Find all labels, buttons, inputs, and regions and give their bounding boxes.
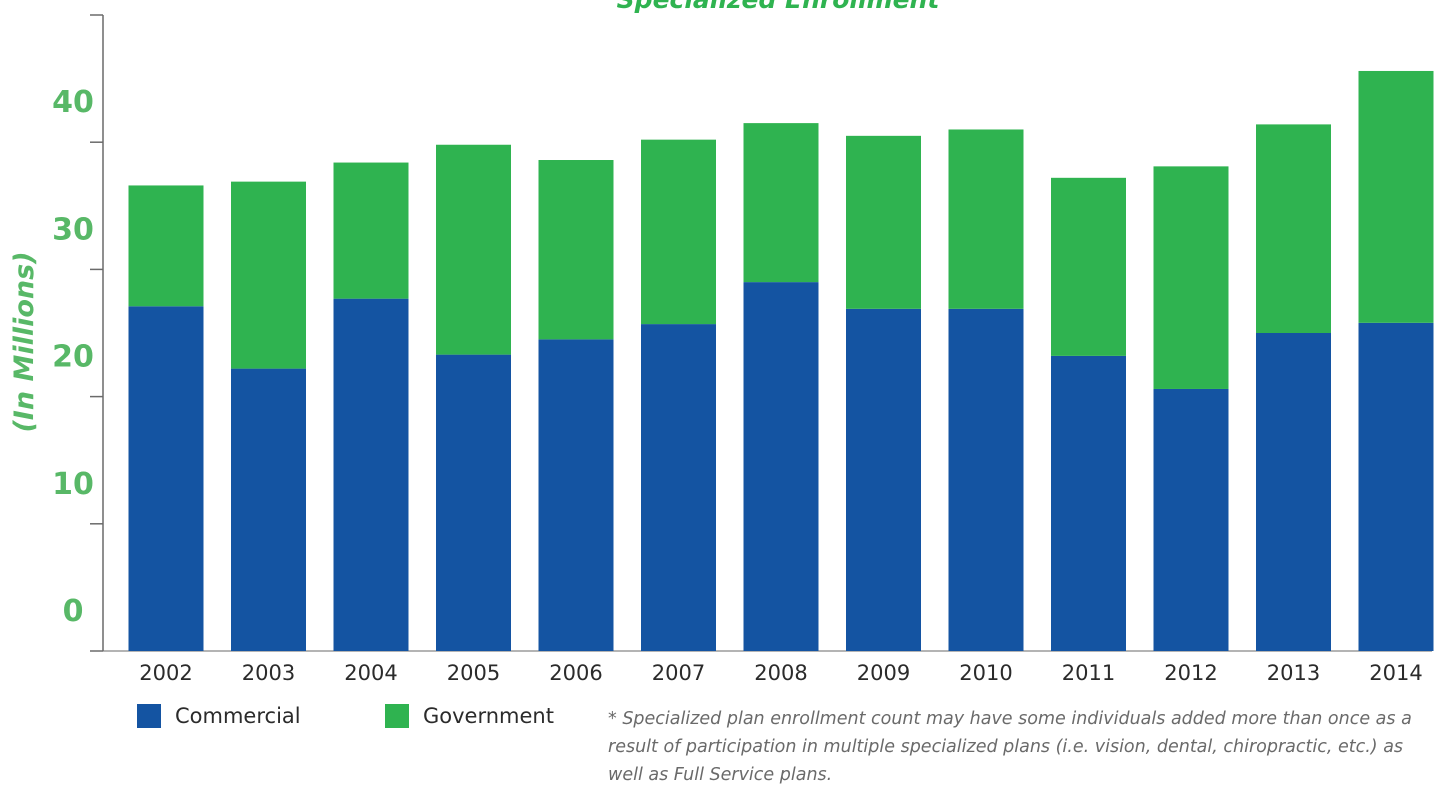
- legend-item-government: Government: [385, 704, 554, 728]
- bar-commercial-2012: [1153, 388, 1229, 651]
- bar-commercial-2005: [436, 354, 511, 651]
- x-tick-label: 2012: [1164, 661, 1217, 685]
- bar-government-2007: [641, 139, 716, 325]
- x-tick-label: 2002: [139, 661, 192, 685]
- x-tick-label: 2007: [652, 661, 705, 685]
- bar-commercial-2002: [128, 306, 204, 651]
- footnote: * Specialized plan enrollment count may …: [608, 709, 1412, 785]
- bar-government-2006: [538, 160, 614, 340]
- y-tick-label: 0: [63, 594, 84, 629]
- bar-commercial-2007: [641, 324, 716, 651]
- x-tick-label: 2009: [857, 661, 910, 685]
- bar-government-2009: [846, 135, 921, 309]
- x-tick-label: 2011: [1062, 661, 1115, 685]
- y-tick-label: 40: [52, 85, 94, 120]
- bar-commercial-2004: [333, 298, 409, 651]
- x-tick-label: 2005: [447, 661, 500, 685]
- bar-commercial-2010: [948, 308, 1024, 651]
- y-tick-label: 30: [52, 212, 94, 247]
- x-tick-label: 2006: [549, 661, 602, 685]
- y-tick-label: 10: [52, 467, 94, 502]
- bar-government-2010: [948, 129, 1024, 309]
- y-tick-label: 20: [52, 340, 94, 375]
- x-tick-label: 2013: [1267, 661, 1320, 685]
- legend-label-government: Government: [423, 704, 554, 728]
- y-axis-title: (In Millions): [9, 251, 40, 432]
- bar-government-2014: [1358, 70, 1434, 323]
- legend-swatch-commercial: [137, 704, 161, 728]
- x-tick-label: 2008: [754, 661, 807, 685]
- bar-government-2005: [436, 144, 511, 355]
- x-tick-label: 2010: [959, 661, 1012, 685]
- bar-government-2008: [743, 123, 819, 283]
- x-tick-label: 2014: [1369, 661, 1422, 685]
- bar-commercial-2006: [538, 339, 614, 651]
- bar-commercial-2009: [846, 308, 921, 651]
- chart-title: Specialized Enrollment: [617, 0, 941, 14]
- stacked-bar-chart: Specialized Enrollment 01020304050 20022…: [9, 0, 1434, 685]
- bar-commercial-2011: [1051, 355, 1126, 651]
- legend-item-commercial: Commercial: [137, 704, 301, 728]
- x-tick-label: 2003: [242, 661, 295, 685]
- legend-swatch-government: [385, 704, 409, 728]
- bar-commercial-2014: [1358, 322, 1434, 651]
- legend-label-commercial: Commercial: [175, 704, 301, 728]
- bar-commercial-2003: [231, 368, 306, 651]
- bar-commercial-2013: [1256, 333, 1331, 651]
- bar-government-2011: [1051, 177, 1126, 356]
- bar-government-2002: [128, 185, 204, 307]
- bar-government-2012: [1153, 166, 1229, 389]
- bar-government-2004: [333, 162, 409, 299]
- bar-commercial-2008: [743, 282, 819, 651]
- bar-government-2013: [1256, 124, 1331, 333]
- x-tick-label: 2004: [344, 661, 397, 685]
- bar-government-2003: [231, 181, 306, 369]
